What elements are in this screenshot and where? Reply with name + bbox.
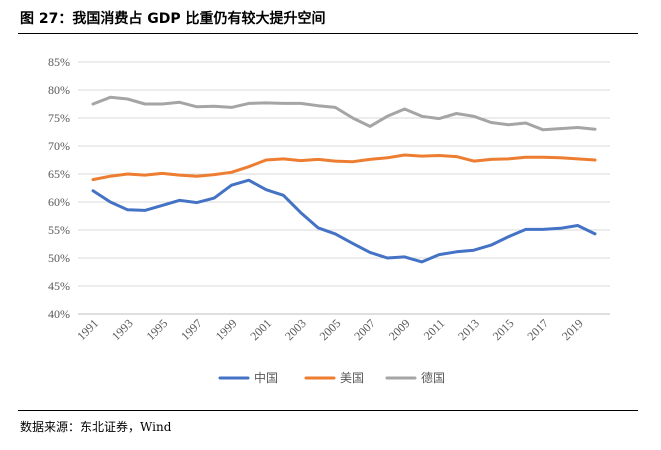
y-axis-ticks: 40% 45% 50% 55% 60% 65% 70% 75% 80% 85% (48, 55, 70, 321)
y-tick-label: 70% (48, 139, 70, 153)
series-line-2 (91, 95, 597, 132)
bottom-rule (18, 410, 638, 411)
legend-label-2: 德国 (421, 370, 445, 385)
y-tick-label: 40% (48, 307, 70, 321)
x-axis-ticks: 1991 1993 1995 1997 1999 2001 2003 2005 2007 2009… (74, 316, 586, 343)
x-tick-label: 1999 (213, 316, 240, 343)
x-tick-label: 1991 (74, 316, 101, 343)
y-tick-label: 60% (48, 195, 70, 209)
x-tick-label: 2019 (559, 316, 586, 343)
x-tick-label: 1993 (109, 316, 136, 343)
x-tick-label: 2017 (524, 316, 551, 343)
y-tick-label: 75% (48, 111, 70, 125)
x-tick-label: 2005 (317, 316, 344, 343)
series-line-1 (91, 153, 597, 182)
legend-label-0: 中国 (254, 370, 278, 385)
legend: 中国 美国 德国 (218, 370, 445, 385)
x-tick-label: 2009 (386, 316, 413, 343)
grid-lines (78, 61, 610, 315)
x-tick-label: 2013 (455, 316, 482, 343)
x-tick-label: 2003 (282, 316, 309, 343)
y-tick-label: 65% (48, 167, 70, 181)
y-tick-label: 85% (48, 55, 70, 69)
y-tick-label: 80% (48, 83, 70, 97)
legend-label-1: 美国 (340, 371, 364, 385)
y-tick-label: 55% (48, 223, 70, 237)
series-lines (91, 95, 597, 264)
x-tick-label: 1997 (178, 316, 205, 343)
x-tick-label: 2015 (490, 316, 517, 343)
x-tick-label: 2011 (421, 316, 448, 343)
figure-title: 图 27：我国消费占 GDP 比重仍有较大提升空间 (20, 11, 326, 27)
series-line-0 (91, 178, 597, 264)
top-rule (18, 33, 638, 34)
x-tick-label: 2001 (247, 316, 274, 343)
x-tick-label: 2007 (351, 316, 378, 343)
y-tick-label: 45% (48, 279, 70, 293)
source-note: 数据来源：东北证券，Wind (20, 420, 172, 434)
y-tick-label: 50% (48, 251, 70, 265)
x-tick-label: 1995 (143, 316, 170, 343)
